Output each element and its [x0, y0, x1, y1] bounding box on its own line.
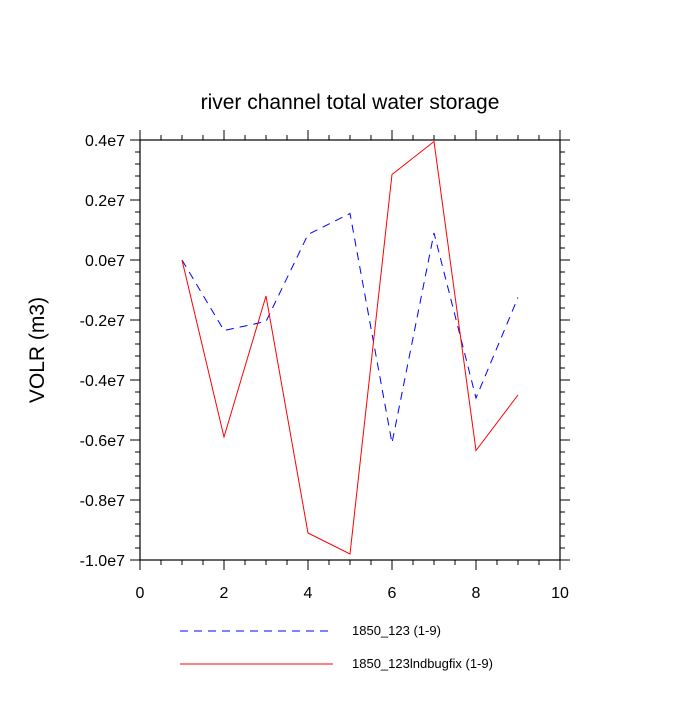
legend-label-1: 1850_123 (1-9): [352, 623, 441, 638]
chart-title: river channel total water storage: [201, 91, 500, 114]
legend: 1850_123 (1-9) 1850_123lndbugfix (1-9): [180, 623, 493, 671]
y-tick-label: 0.4e7: [85, 133, 125, 150]
y-axis-label: VOLR (m3): [26, 297, 49, 403]
x-tick-label: 2: [220, 585, 229, 602]
x-tick-label: 0: [136, 585, 145, 602]
x-tick-label: 6: [388, 585, 397, 602]
plot-area: 0 2 4 6 8 10 -1.0e7 -0.8e7 -0.6e7 -0.4e7 -0.2e7 0.0…: [80, 130, 570, 602]
y-tick-label: -0.8e7: [80, 493, 125, 510]
x-tick-label: 4: [304, 585, 313, 602]
y-tick-label: 0.2e7: [85, 193, 125, 210]
y-tick-label: 0.0e7: [85, 253, 125, 270]
series-line-2: [182, 142, 518, 555]
x-tick-label: 8: [472, 585, 481, 602]
x-tick-label: 10: [551, 585, 569, 602]
y-tick-label: -1.0e7: [80, 553, 125, 570]
y-tick-label: -0.2e7: [80, 313, 125, 330]
legend-label-2: 1850_123lndbugfix (1-9): [352, 656, 493, 671]
y-tick-label: -0.6e7: [80, 433, 125, 450]
y-tick-label: -0.4e7: [80, 373, 125, 390]
